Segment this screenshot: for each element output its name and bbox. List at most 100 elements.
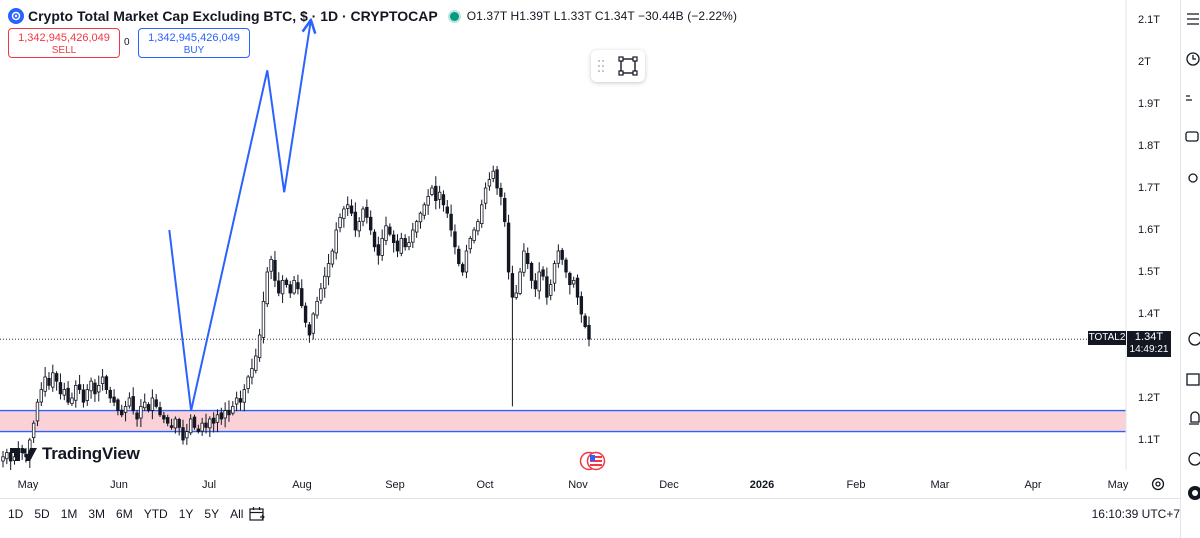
buy-button[interactable]: 1,342,945,426,049 BUY (138, 28, 250, 58)
candle (58, 373, 63, 400)
candle (326, 253, 331, 286)
candle (77, 374, 82, 395)
candle (449, 204, 453, 237)
candle (575, 274, 580, 305)
candle (246, 374, 250, 394)
time-tick: Aug (292, 479, 312, 491)
calendar-icon[interactable] (1183, 370, 1200, 388)
candle (564, 257, 568, 279)
candle (35, 398, 40, 427)
help-center-icon[interactable] (1183, 484, 1200, 502)
range-1m-button[interactable]: 1M (60, 507, 78, 521)
range-all-button[interactable]: All (230, 507, 244, 521)
range-ytd-button[interactable]: YTD (143, 507, 168, 521)
sell-button[interactable]: 1,342,945,426,049 SELL (8, 28, 120, 58)
price-tick: 1.7T (1138, 182, 1161, 194)
candle (112, 389, 116, 407)
candle (211, 412, 216, 433)
sell-price: 1,342,945,426,049 (18, 32, 110, 44)
candle (480, 199, 484, 228)
last-price: 1.34T (1134, 331, 1164, 343)
candle (296, 274, 300, 295)
candle (323, 267, 327, 298)
price-tick: 1.2T (1138, 392, 1161, 404)
range-1y-button[interactable]: 1Y (178, 507, 194, 521)
candle (403, 234, 407, 251)
price-tick: 2T (1138, 56, 1151, 68)
range-3m-button[interactable]: 3M (88, 507, 106, 521)
candle (62, 382, 66, 401)
utc-clock[interactable]: 16:10:39 UTC+7 (1091, 507, 1180, 521)
candle (181, 419, 185, 445)
candle (319, 282, 323, 304)
candle (150, 389, 155, 420)
candle (495, 165, 499, 195)
candle (127, 392, 132, 409)
candle (85, 384, 89, 406)
notifications-icon[interactable] (1183, 410, 1200, 428)
support-zone[interactable] (0, 410, 1126, 432)
time-tick: May (17, 479, 39, 491)
candle (342, 205, 346, 228)
candle (158, 401, 162, 418)
gear-icon[interactable] (1150, 476, 1166, 492)
us-flag-event-icon[interactable] (579, 451, 606, 471)
candle (395, 234, 400, 258)
tradingview-mark-icon (10, 448, 37, 461)
symbol-tag: TOTAL2 (1088, 331, 1126, 345)
candle (372, 229, 377, 252)
range-5d-button[interactable]: 5D (34, 507, 50, 521)
data-window-icon[interactable] (1183, 90, 1200, 108)
candle (227, 400, 231, 422)
buy-price: 1,342,945,426,049 (148, 32, 240, 44)
candle (380, 229, 384, 261)
tradingview-logo[interactable]: TradingView (10, 444, 140, 464)
candle (430, 184, 434, 197)
chat-icon[interactable] (1183, 128, 1200, 146)
candle (315, 296, 319, 319)
price-chart[interactable] (0, 0, 1180, 498)
candle (407, 236, 411, 251)
candle (411, 222, 415, 248)
drag-handle-icon[interactable] (597, 59, 605, 73)
help-icon[interactable] (1183, 450, 1200, 468)
candle (215, 409, 220, 433)
candle (204, 413, 208, 434)
floating-drawing-toolbar[interactable] (591, 50, 645, 82)
candle (300, 279, 304, 309)
candle (391, 230, 396, 253)
time-tick: Nov (568, 479, 588, 491)
alert-clock-icon[interactable] (1183, 50, 1200, 68)
price-tick: 1.5T (1138, 266, 1161, 278)
candle (571, 276, 576, 288)
candle (242, 384, 246, 412)
candle (146, 402, 151, 413)
candle (143, 393, 147, 411)
time-tick: Jun (110, 479, 128, 491)
candle (460, 262, 465, 276)
candle (541, 266, 545, 281)
candle (487, 172, 492, 191)
price-tick: 1.1T (1138, 434, 1161, 446)
candle (357, 217, 361, 238)
range-1d-button[interactable]: 1D (8, 507, 24, 521)
candle (445, 200, 449, 218)
candle (89, 377, 93, 399)
projection-path[interactable] (168, 20, 311, 411)
watchlist-icon[interactable] (1183, 10, 1200, 28)
candle (529, 261, 534, 289)
candle (510, 265, 515, 407)
candle (288, 280, 292, 299)
ideas-icon[interactable] (1183, 170, 1200, 188)
price-axis[interactable]: 2.1T 2T 1.9T 1.8T 1.7T 1.6T 1.5T 1.4T 1.… (1126, 0, 1178, 470)
hotlist-icon[interactable] (1183, 330, 1200, 348)
rectangle-tool-icon[interactable] (617, 55, 639, 77)
range-6m-button[interactable]: 6M (116, 507, 133, 521)
price-tick: 1.4T (1138, 308, 1161, 320)
candle (334, 222, 338, 260)
candle (457, 245, 461, 267)
range-5y-button[interactable]: 5Y (204, 507, 220, 521)
calendar-goto-icon[interactable] (248, 505, 266, 523)
symbol-title[interactable]: Crypto Total Market Cap Excluding BTC, $… (28, 8, 438, 24)
candle (93, 379, 97, 402)
